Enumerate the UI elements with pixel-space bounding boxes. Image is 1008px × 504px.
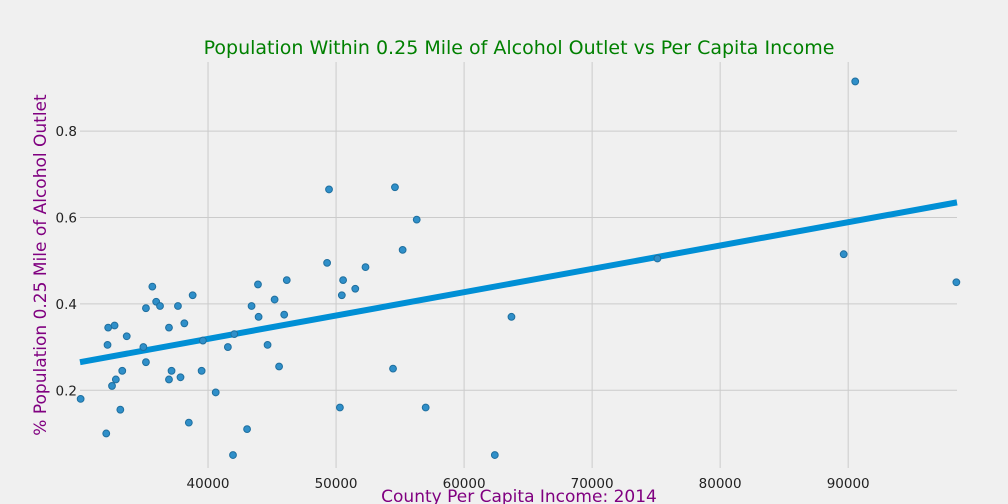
data-point	[223, 343, 232, 351]
data-point	[199, 336, 207, 345]
data-point	[142, 304, 150, 313]
data-point	[254, 312, 263, 321]
data-point	[165, 375, 173, 384]
data-point	[229, 451, 237, 459]
data-point	[139, 343, 148, 351]
data-point	[263, 341, 272, 349]
data-point	[421, 403, 430, 412]
data-point	[156, 302, 164, 310]
x-tick-label: 90000	[827, 476, 870, 492]
x-axis-label: County Per Capita Income: 2014	[381, 487, 657, 504]
data-point	[211, 388, 220, 397]
data-point	[76, 394, 85, 403]
data-point	[851, 77, 860, 86]
x-tick-label: 50000	[315, 476, 358, 492]
y-tick-label: 0.4	[56, 297, 77, 313]
data-point	[148, 282, 157, 291]
data-point	[116, 405, 125, 414]
data-point	[111, 375, 120, 384]
data-point	[103, 341, 112, 349]
data-point	[142, 358, 150, 367]
y-tick-label: 0.8	[56, 124, 77, 140]
data-point	[184, 418, 193, 427]
data-point	[167, 366, 176, 375]
data-point	[104, 323, 113, 332]
data-point	[325, 185, 333, 194]
data-point	[323, 258, 331, 267]
y-tick-label: 0.6	[56, 210, 77, 226]
y-tick-label: 0.2	[56, 383, 77, 399]
data-point	[165, 323, 173, 332]
data-point	[280, 310, 289, 319]
data-point	[176, 373, 185, 382]
data-point	[389, 364, 397, 373]
data-point	[653, 254, 662, 263]
data-point	[361, 263, 370, 272]
data-point	[247, 302, 256, 310]
data-point	[490, 451, 499, 459]
trend-line-layer	[79, 199, 958, 366]
data-point	[337, 291, 346, 300]
data-point	[335, 403, 344, 412]
chart-title: Population Within 0.25 Mile of Alcohol O…	[204, 37, 835, 59]
data-point	[254, 280, 262, 289]
x-tick-label: 40000	[187, 476, 230, 492]
data-point	[188, 291, 197, 300]
x-tick-label: 60000	[443, 476, 486, 492]
data-point	[243, 425, 251, 434]
data-point	[391, 183, 399, 192]
data-point	[230, 330, 239, 339]
data-point	[108, 382, 116, 390]
grid	[80, 62, 957, 468]
data-point	[275, 362, 283, 371]
data-point	[839, 250, 848, 259]
data-point	[507, 312, 516, 321]
data-point	[102, 429, 111, 438]
data-point	[282, 276, 291, 285]
scatter-points	[76, 77, 961, 459]
y-axis-label: % Population 0.25 Mile of Alcohol Outlet	[31, 94, 51, 436]
data-point	[398, 245, 407, 254]
trend-line	[79, 199, 958, 366]
data-point	[118, 366, 127, 375]
data-point	[197, 366, 206, 375]
tick-labels: 40000 50000 60000 70000 80000 90000 0.2 0.4 0.6 0…	[56, 124, 870, 492]
data-point	[122, 332, 131, 341]
x-tick-label: 70000	[571, 476, 614, 492]
data-point	[351, 284, 360, 293]
data-point	[270, 295, 279, 304]
data-point	[952, 278, 961, 287]
data-point	[174, 302, 182, 310]
data-point	[412, 215, 421, 224]
data-point	[180, 319, 189, 328]
data-point	[339, 276, 348, 285]
data-point	[110, 321, 119, 330]
x-tick-label: 80000	[699, 476, 742, 492]
